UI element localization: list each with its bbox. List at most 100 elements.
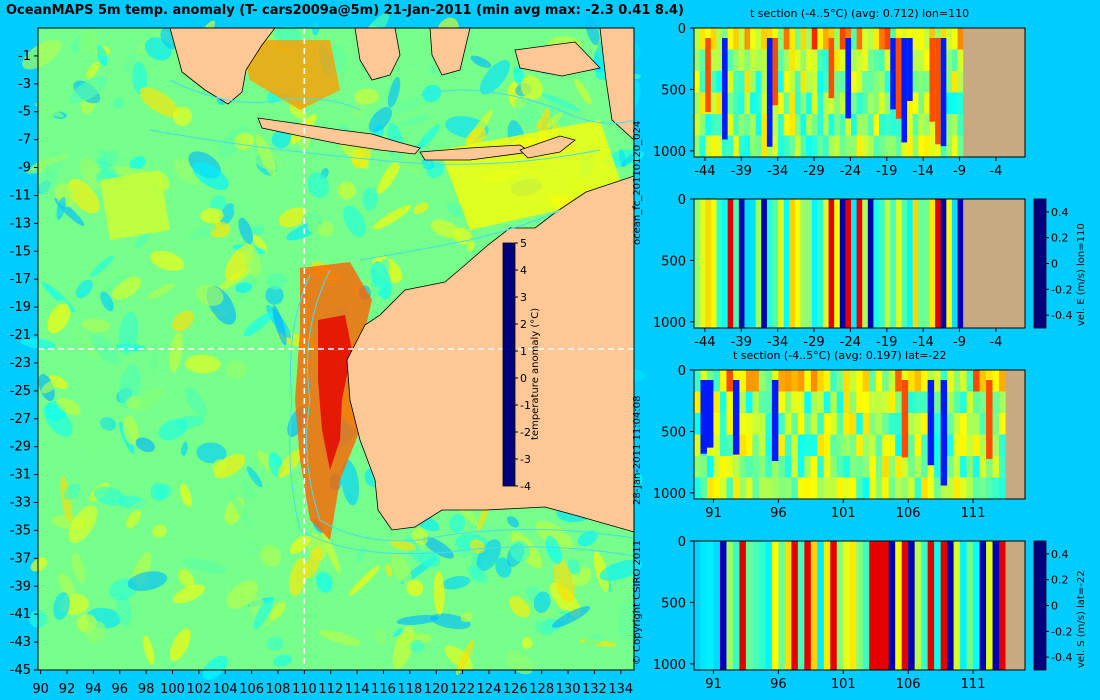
map-xtick: 98 xyxy=(138,682,155,697)
map-ytick: -45 xyxy=(10,663,31,678)
t-section-lat-22-ytick: 0 xyxy=(678,364,686,379)
velS-section-lat-22-colorbar-tick: 0.2 xyxy=(1051,574,1069,587)
t-section-lon110-ytick: 1000 xyxy=(653,145,686,160)
velE-section-lon110-colorbar-tick: 0.2 xyxy=(1051,232,1069,245)
t-section-lat-22-frame xyxy=(693,369,1026,500)
map-ytick: -41 xyxy=(10,607,31,622)
map-xtick: 108 xyxy=(266,682,291,697)
map-xtick: 106 xyxy=(239,682,264,697)
velS-section-lat-22-xtick: 111 xyxy=(961,677,986,692)
map-xtick: 120 xyxy=(424,682,449,697)
map-xtick: 128 xyxy=(529,682,554,697)
t-section-lat-22-xtick: 101 xyxy=(831,506,856,521)
t-section-lon110-ytick: 0 xyxy=(678,22,686,37)
velS-section-lat-22-xtick: 106 xyxy=(896,677,921,692)
map-ytick: -11 xyxy=(10,188,31,203)
velS-section-lat-22-xtick: 91 xyxy=(705,677,722,692)
map-ytick: -9 xyxy=(18,161,31,176)
map-xtick: 102 xyxy=(186,682,211,697)
t-section-lat-title: t section (-4..5°C) (avg: 0.197) lat=-22 xyxy=(733,349,947,362)
velE-section-lon110-ytick: 0 xyxy=(678,193,686,208)
map-xtick: 114 xyxy=(345,682,370,697)
map-xtick: 132 xyxy=(582,682,607,697)
colorbar-label-vel-s: vel. S (m/s) lat=-22 xyxy=(1076,570,1087,668)
velS-section-lat-22-ytick: 0 xyxy=(678,535,686,550)
velE-section-lon110-colorbar-tick: 0.4 xyxy=(1051,206,1069,219)
t-section-lon110-xtick: -4 xyxy=(989,164,1002,179)
map-ytick: -43 xyxy=(10,635,31,650)
page-title: OceanMAPS 5m temp. anomaly (T- cars2009a… xyxy=(6,3,684,18)
t-section-lat-22-ytick: 1000 xyxy=(653,487,686,502)
velE-section-lon110-frame xyxy=(693,198,1026,329)
velS-section-lat-22-ytick: 1000 xyxy=(653,658,686,673)
t-section-lon-title: t section (-4..5°C) (avg: 0.712) lon=110 xyxy=(750,7,970,20)
map-ytick: -29 xyxy=(10,440,31,455)
map-land xyxy=(169,27,635,533)
map-xtick: 104 xyxy=(213,682,238,697)
t-section-lon110-xtick: -29 xyxy=(803,164,824,179)
map-ytick: -25 xyxy=(10,384,31,399)
t-section-lon110-ytick: 500 xyxy=(661,83,686,98)
map-xtick: 112 xyxy=(318,682,343,697)
map-ytick: -27 xyxy=(10,412,31,427)
copyright-label: © Copyright CSIRO 2011 xyxy=(632,540,643,665)
map-ytick: -19 xyxy=(10,300,31,315)
map-ytick: -23 xyxy=(10,356,31,371)
map-xtick: 118 xyxy=(397,682,422,697)
t-section-lat-22-ytick: 500 xyxy=(661,425,686,440)
velS-section-lat-22-land xyxy=(1005,541,1025,670)
velS-section-lat-22-colorbar-tick: -0.4 xyxy=(1051,651,1072,664)
velE-section-lon110-colorbar-tick: -0.4 xyxy=(1051,309,1072,322)
forecast-id-label: ocean_fc_20110120_024 xyxy=(632,120,643,245)
map-frame xyxy=(37,27,635,671)
t-section-lon110-xtick: -14 xyxy=(913,164,934,179)
map-ytick: -31 xyxy=(10,468,31,483)
map-xtick: 130 xyxy=(556,682,581,697)
t-section-lon110-xtick: -19 xyxy=(876,164,897,179)
map-xtick: 124 xyxy=(477,682,502,697)
velS-section-lat-22-ytick: 500 xyxy=(661,596,686,611)
map-ytick: -37 xyxy=(10,551,31,566)
t-section-lon110-xtick: -9 xyxy=(953,164,966,179)
velS-section-lat-22-colorbar xyxy=(1033,540,1047,671)
map-ytick: -7 xyxy=(18,133,31,148)
map-colorbar xyxy=(502,242,516,487)
map-xtick: 116 xyxy=(371,682,396,697)
map-ytick: -21 xyxy=(10,328,31,343)
map-colorbar-tick: -2 xyxy=(520,426,531,439)
map-colorbar-tick: -1 xyxy=(520,399,531,412)
map-xtick: 126 xyxy=(503,682,528,697)
velE-section-lon110-xtick: -4 xyxy=(989,335,1002,350)
velE-section-lon110-colorbar xyxy=(1033,198,1047,329)
t-section-lon110-xtick: -44 xyxy=(694,164,715,179)
velS-section-lat-22-field xyxy=(694,541,1025,670)
t-section-lat-22-xtick: 91 xyxy=(705,506,722,521)
map-colorbar-tick: -4 xyxy=(520,480,531,493)
velE-section-lon110-xtick: -39 xyxy=(731,335,752,350)
map-colorbar-tick: 4 xyxy=(520,264,527,277)
velE-section-lon110-ytick: 500 xyxy=(661,254,686,269)
velE-section-lon110-colorbar-tick: 0 xyxy=(1051,258,1058,271)
t-section-lat-22-xtick: 111 xyxy=(961,506,986,521)
map-colorbar-tick: -3 xyxy=(520,453,531,466)
map-ytick: -5 xyxy=(18,105,31,120)
velS-section-lat-22-xtick: 101 xyxy=(831,677,856,692)
map-colorbar-tick: 5 xyxy=(520,237,527,250)
t-section-lon110-xtick: -24 xyxy=(840,164,861,179)
velE-section-lon110-xtick: -14 xyxy=(913,335,934,350)
map-ytick: -33 xyxy=(10,496,31,511)
t-section-lon110-xtick: -39 xyxy=(731,164,752,179)
velE-section-lon110-xtick: -24 xyxy=(840,335,861,350)
map-colorbar-tick: 0 xyxy=(520,372,527,385)
map-xtick: 122 xyxy=(450,682,475,697)
velS-section-lat-22-frame xyxy=(693,540,1026,671)
map-colorbar-tick: 2 xyxy=(520,318,527,331)
velS-section-lat-22-colorbar-tick: -0.2 xyxy=(1051,625,1072,638)
velE-section-lon110-xtick: -19 xyxy=(876,335,897,350)
velE-section-lon110-xtick: -34 xyxy=(767,335,788,350)
t-section-lat-22-land xyxy=(1005,370,1025,499)
t-section-lat-22-xtick: 106 xyxy=(896,506,921,521)
map-xtick: 110 xyxy=(292,682,317,697)
map-ytick: -1 xyxy=(18,49,31,64)
t-section-lat-22-field xyxy=(694,370,1025,500)
